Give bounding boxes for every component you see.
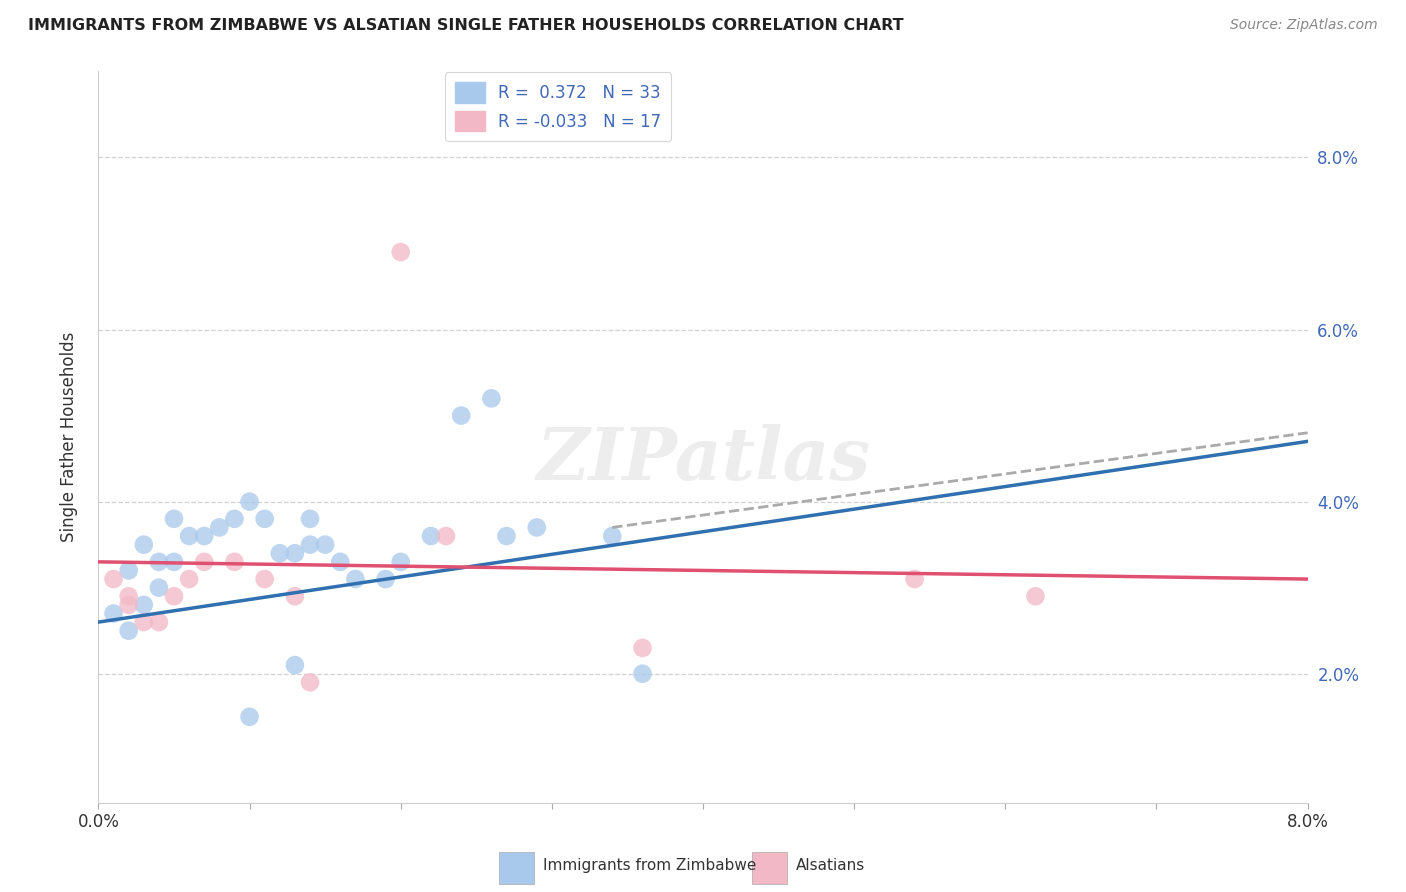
Point — [224, 512, 246, 526]
Point — [314, 538, 336, 552]
Point — [132, 598, 155, 612]
Point — [118, 564, 141, 578]
Point — [434, 529, 457, 543]
Point — [193, 529, 215, 543]
Point — [329, 555, 352, 569]
Point — [118, 598, 141, 612]
Point — [284, 589, 307, 603]
Point — [299, 512, 322, 526]
Point — [374, 572, 396, 586]
Text: Immigrants from Zimbabwe: Immigrants from Zimbabwe — [543, 858, 756, 872]
Point — [132, 538, 155, 552]
FancyBboxPatch shape — [499, 852, 534, 884]
Point — [481, 392, 503, 406]
Point — [103, 607, 125, 621]
Point — [224, 555, 246, 569]
Point — [148, 555, 170, 569]
Point — [299, 538, 322, 552]
Point — [132, 615, 155, 629]
Point — [148, 615, 170, 629]
FancyBboxPatch shape — [752, 852, 787, 884]
Point — [602, 529, 624, 543]
Point — [253, 572, 276, 586]
Point — [163, 512, 186, 526]
Text: Source: ZipAtlas.com: Source: ZipAtlas.com — [1230, 18, 1378, 32]
Point — [118, 589, 141, 603]
Point — [208, 520, 231, 534]
Point — [904, 572, 927, 586]
Point — [420, 529, 443, 543]
Point — [253, 512, 276, 526]
Point — [239, 494, 262, 508]
Point — [344, 572, 367, 586]
Point — [284, 658, 307, 673]
Point — [179, 572, 201, 586]
Point — [495, 529, 517, 543]
Point — [193, 555, 215, 569]
Point — [163, 589, 186, 603]
Point — [269, 546, 291, 560]
Point — [389, 555, 412, 569]
Y-axis label: Single Father Households: Single Father Households — [59, 332, 77, 542]
Point — [163, 555, 186, 569]
Point — [179, 529, 201, 543]
Point — [450, 409, 472, 423]
Point — [631, 640, 654, 655]
Text: IMMIGRANTS FROM ZIMBABWE VS ALSATIAN SINGLE FATHER HOUSEHOLDS CORRELATION CHART: IMMIGRANTS FROM ZIMBABWE VS ALSATIAN SIN… — [28, 18, 904, 33]
Point — [239, 710, 262, 724]
Point — [631, 666, 654, 681]
Point — [148, 581, 170, 595]
Point — [284, 546, 307, 560]
Point — [118, 624, 141, 638]
Point — [389, 245, 412, 260]
Point — [1025, 589, 1047, 603]
Point — [103, 572, 125, 586]
Legend: R =  0.372   N = 33, R = -0.033   N = 17: R = 0.372 N = 33, R = -0.033 N = 17 — [444, 72, 671, 141]
Text: ZIPatlas: ZIPatlas — [536, 424, 870, 494]
Text: Alsatians: Alsatians — [796, 858, 865, 872]
Point — [299, 675, 322, 690]
Point — [526, 520, 548, 534]
